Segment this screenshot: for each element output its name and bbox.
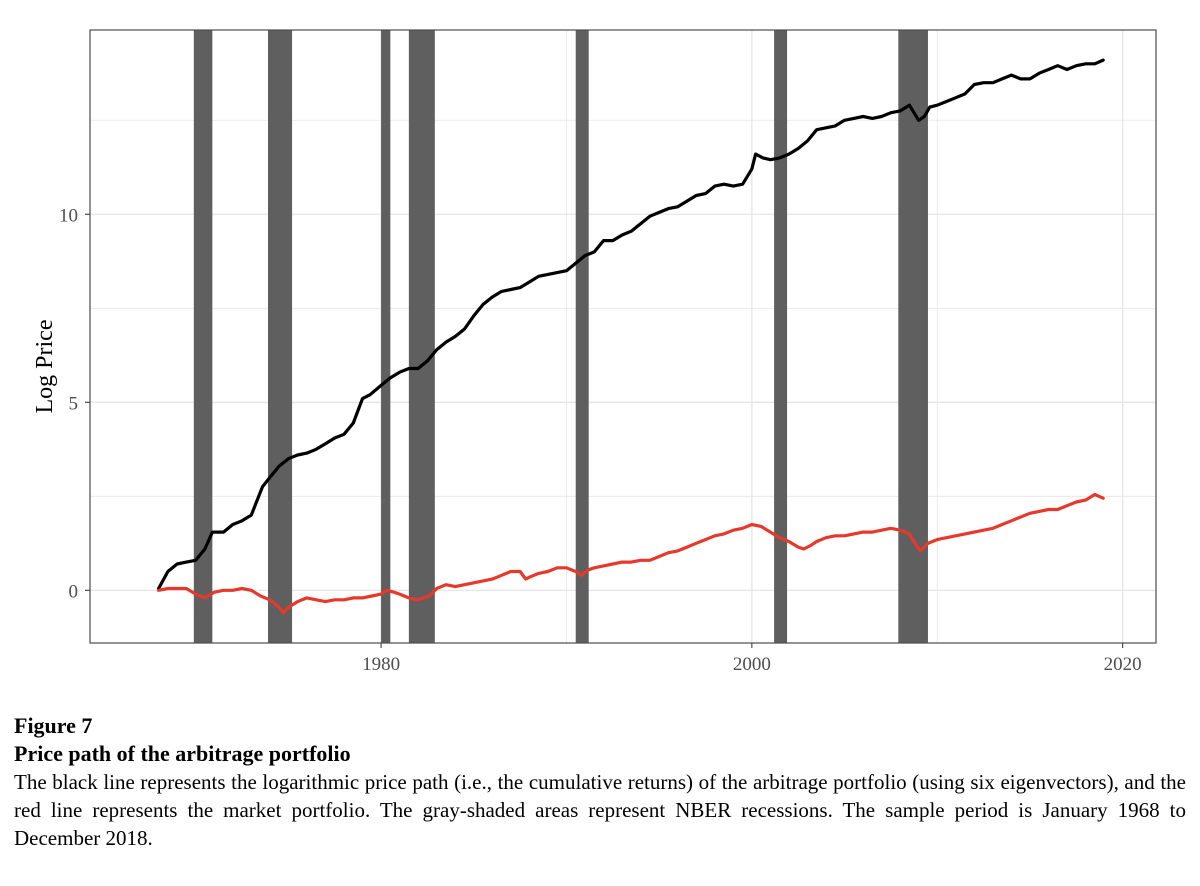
recession-band: [774, 30, 788, 643]
recession-band: [898, 30, 928, 643]
figure-title: Price path of the arbitrage portfolio: [14, 741, 351, 766]
recession-band: [381, 30, 391, 643]
log-price-chart: 0 5 10 1980 2000 2020 Log Price: [32, 29, 1157, 675]
figure-caption: The black line represents the logarithmi…: [14, 770, 1186, 850]
x-tick-label: 2020: [1104, 654, 1142, 675]
series-lines: [157, 58, 1105, 615]
x-tick-label: 1980: [362, 654, 400, 675]
grid-lines: [90, 30, 1156, 643]
arbitrage-series-line: [157, 58, 1105, 591]
recession-band: [193, 30, 213, 643]
y-axis-label: Log Price: [32, 320, 58, 414]
recession-band: [575, 30, 589, 643]
x-tick-label: 2000: [733, 654, 771, 675]
recession-bands: [193, 30, 928, 643]
plot-frame: [89, 29, 1157, 644]
recession-band: [408, 30, 435, 643]
y-tick-label: 5: [69, 393, 79, 414]
recession-band: [267, 30, 293, 643]
market-series-line: [157, 492, 1105, 615]
y-tick-label: 10: [59, 205, 78, 226]
axis-ticks: 0 5 10 1980 2000 2020: [59, 205, 1142, 675]
chart-container: 0 5 10 1980 2000 2020 Log Price: [32, 29, 1157, 675]
y-tick-label: 0: [69, 581, 79, 602]
figure-label: Figure 7: [14, 713, 93, 738]
